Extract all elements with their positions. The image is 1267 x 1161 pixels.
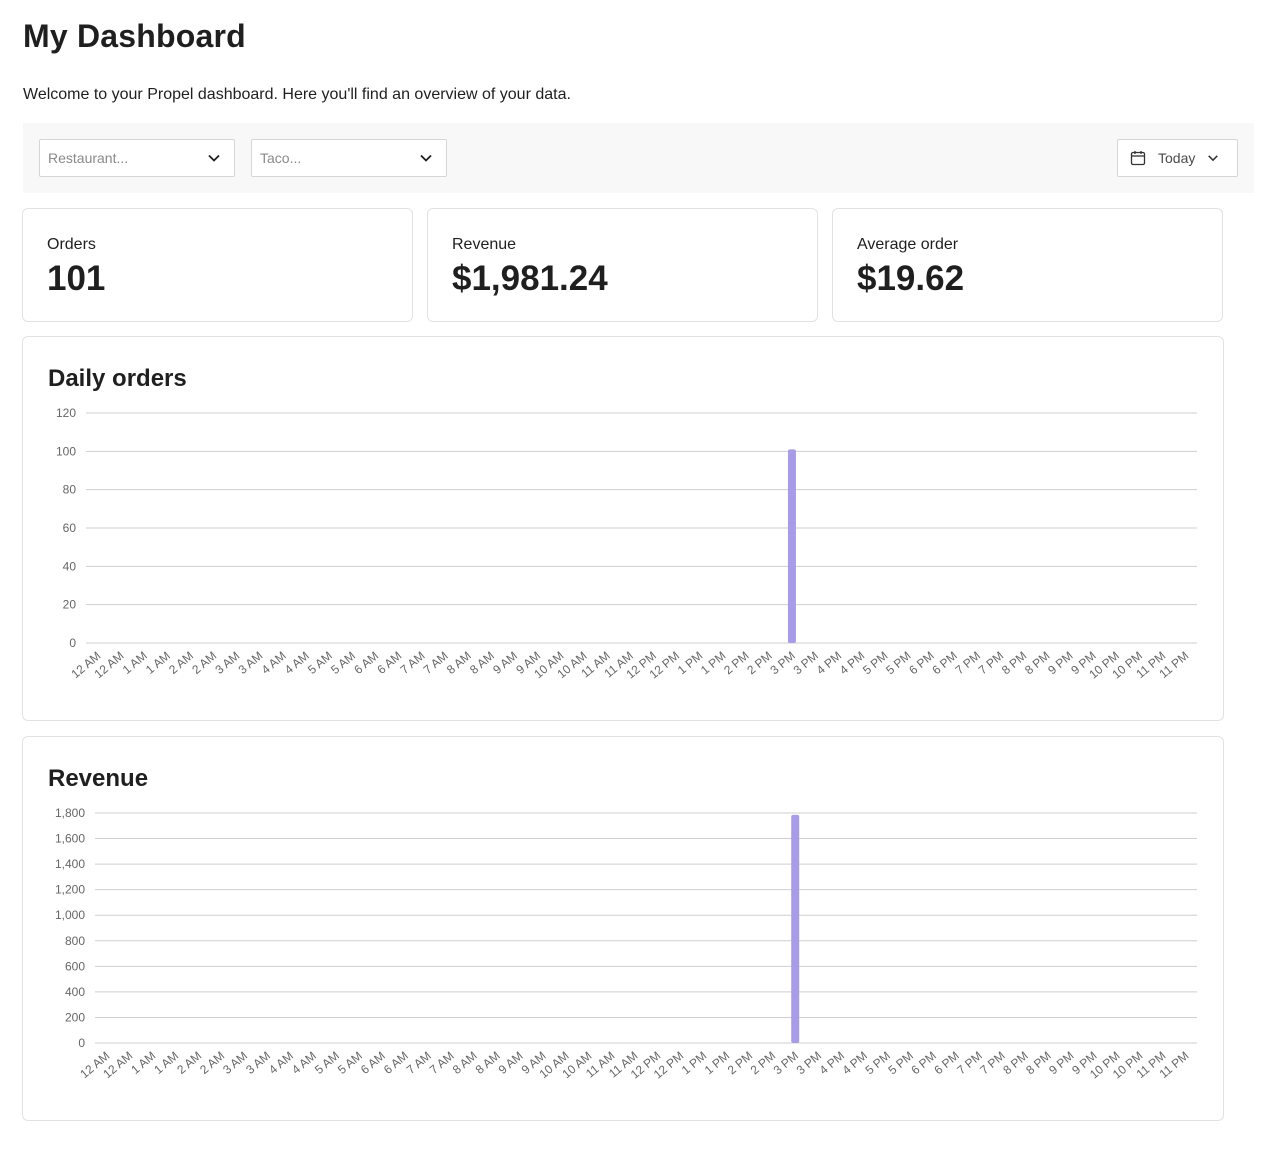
x-tick-label: 7 AM	[404, 1049, 434, 1077]
y-tick-label: 80	[63, 483, 77, 497]
kpi-value: 101	[47, 259, 106, 298]
kpi-label: Revenue	[452, 236, 517, 253]
x-tick-label: 1 AM	[120, 649, 150, 677]
y-tick-label: 40	[63, 559, 77, 573]
x-tick-label: 9 AM	[496, 1049, 526, 1077]
chevron-down-icon	[194, 140, 234, 176]
daily-orders-card: Daily orders 0 20 40 60 80 100 120 12 AM 12 AM 1 …	[22, 336, 1224, 721]
x-tick-label: 4 AM	[289, 1049, 319, 1077]
x-tick-label: 3 AM	[212, 649, 242, 677]
x-tick-label: 2 AM	[166, 649, 196, 677]
revenue-card: Revenue 0 200 400 600 800 1,000 1,200 1,400 1,60…	[22, 736, 1224, 1121]
y-tick-label: 60	[63, 521, 77, 535]
restaurant-select[interactable]: Restaurant...	[39, 139, 235, 177]
x-tick-label: 5 AM	[328, 649, 358, 677]
x-tick-label: 6 AM	[374, 649, 404, 677]
x-tick-label: 6 PM	[929, 649, 959, 678]
x-tick-label: 2 PM	[744, 649, 774, 678]
chevron-down-icon	[1207, 152, 1219, 164]
y-tick-label: 20	[63, 598, 77, 612]
kpi-label: Orders	[47, 236, 96, 253]
x-tick-label: 6 AM	[358, 1049, 388, 1077]
x-tick-label: 6 PM	[906, 649, 936, 678]
y-tick-label: 600	[65, 959, 85, 973]
x-tick-label: 2 PM	[721, 649, 751, 678]
chart-bar[interactable]	[787, 449, 796, 643]
restaurant-select-placeholder: Restaurant...	[48, 150, 129, 166]
filter-bar: Restaurant... Taco... Today	[23, 123, 1254, 193]
x-tick-label: 7 PM	[953, 649, 983, 678]
date-range-label: Today	[1158, 150, 1196, 166]
chevron-down-icon	[406, 140, 446, 176]
x-tick-label: 5 PM	[860, 649, 890, 678]
taco-select[interactable]: Taco...	[251, 139, 447, 177]
y-tick-label: 800	[65, 934, 85, 948]
x-tick-label: 2 AM	[197, 1049, 227, 1077]
x-tick-label: 6 AM	[351, 649, 381, 677]
x-tick-label: 9 AM	[490, 649, 520, 677]
kpi-value: $19.62	[857, 259, 965, 298]
x-tick-label: 8 AM	[467, 649, 497, 677]
y-tick-label: 0	[69, 636, 76, 650]
x-tick-label: 5 AM	[305, 649, 335, 677]
kpi-card-orders: Orders 101	[22, 208, 413, 322]
y-tick-label: 100	[56, 444, 76, 458]
x-tick-label: 3 PM	[791, 649, 821, 678]
y-tick-label: 1,200	[55, 883, 85, 897]
x-tick-label: 7 AM	[427, 1049, 457, 1077]
calendar-icon	[1130, 150, 1146, 166]
kpi-value: $1,981.24	[452, 259, 608, 298]
date-range-button[interactable]: Today	[1117, 139, 1238, 177]
x-tick-label: 1 AM	[151, 1049, 181, 1077]
x-tick-label: 4 PM	[837, 649, 867, 678]
taco-select-placeholder: Taco...	[260, 150, 302, 166]
kpi-card-revenue: Revenue $1,981.24	[427, 208, 818, 322]
x-tick-label: 3 AM	[236, 649, 266, 677]
x-tick-label: 3 PM	[767, 649, 797, 678]
x-tick-label: 5 AM	[312, 1049, 342, 1077]
x-tick-label: 8 PM	[1022, 649, 1052, 678]
x-tick-label: 9 PM	[1045, 649, 1075, 678]
y-tick-label: 0	[78, 1036, 85, 1050]
x-tick-label: 4 AM	[282, 649, 312, 677]
x-tick-label: 8 AM	[450, 1049, 480, 1077]
x-tick-label: 8 AM	[473, 1049, 503, 1077]
x-tick-label: 3 AM	[243, 1049, 273, 1077]
chart-title: Daily orders	[48, 365, 187, 392]
x-tick-label: 5 AM	[335, 1049, 365, 1077]
x-tick-label: 1 AM	[143, 649, 173, 677]
revenue-chart: 02004006008001,0001,2001,4001,6001,80012…	[55, 806, 1197, 1082]
x-tick-label: 2 AM	[189, 649, 219, 677]
x-tick-label: 6 AM	[381, 1049, 411, 1077]
x-tick-label: 3 AM	[220, 1049, 250, 1077]
x-tick-label: 4 AM	[266, 1049, 296, 1077]
x-tick-label: 1 PM	[698, 649, 728, 678]
x-tick-label: 4 AM	[259, 649, 289, 677]
y-tick-label: 1,800	[55, 806, 85, 820]
x-tick-label: 7 AM	[398, 649, 428, 677]
x-tick-label: 8 AM	[444, 649, 474, 677]
x-tick-label: 7 PM	[976, 649, 1006, 678]
y-tick-label: 1,600	[55, 832, 85, 846]
x-tick-label: 8 PM	[999, 649, 1029, 678]
x-tick-label: 4 PM	[814, 649, 844, 678]
x-tick-label: 7 AM	[421, 649, 451, 677]
chart-bar[interactable]	[791, 814, 800, 1043]
kpi-label: Average order	[857, 236, 959, 253]
page-intro: Welcome to your Propel dashboard. Here y…	[23, 86, 571, 103]
x-tick-label: 1 AM	[128, 1049, 158, 1077]
y-tick-label: 1,000	[55, 908, 85, 922]
y-tick-label: 120	[56, 406, 76, 420]
kpi-card-average-order: Average order $19.62	[832, 208, 1223, 322]
y-tick-label: 200	[65, 1010, 85, 1024]
page-title: My Dashboard	[23, 18, 246, 54]
chart-title: Revenue	[48, 765, 149, 792]
x-tick-label: 2 AM	[174, 1049, 204, 1077]
y-tick-label: 400	[65, 985, 85, 999]
x-tick-label: 5 PM	[883, 649, 913, 678]
y-tick-label: 1,400	[55, 857, 85, 871]
x-tick-label: 1 PM	[675, 649, 705, 678]
